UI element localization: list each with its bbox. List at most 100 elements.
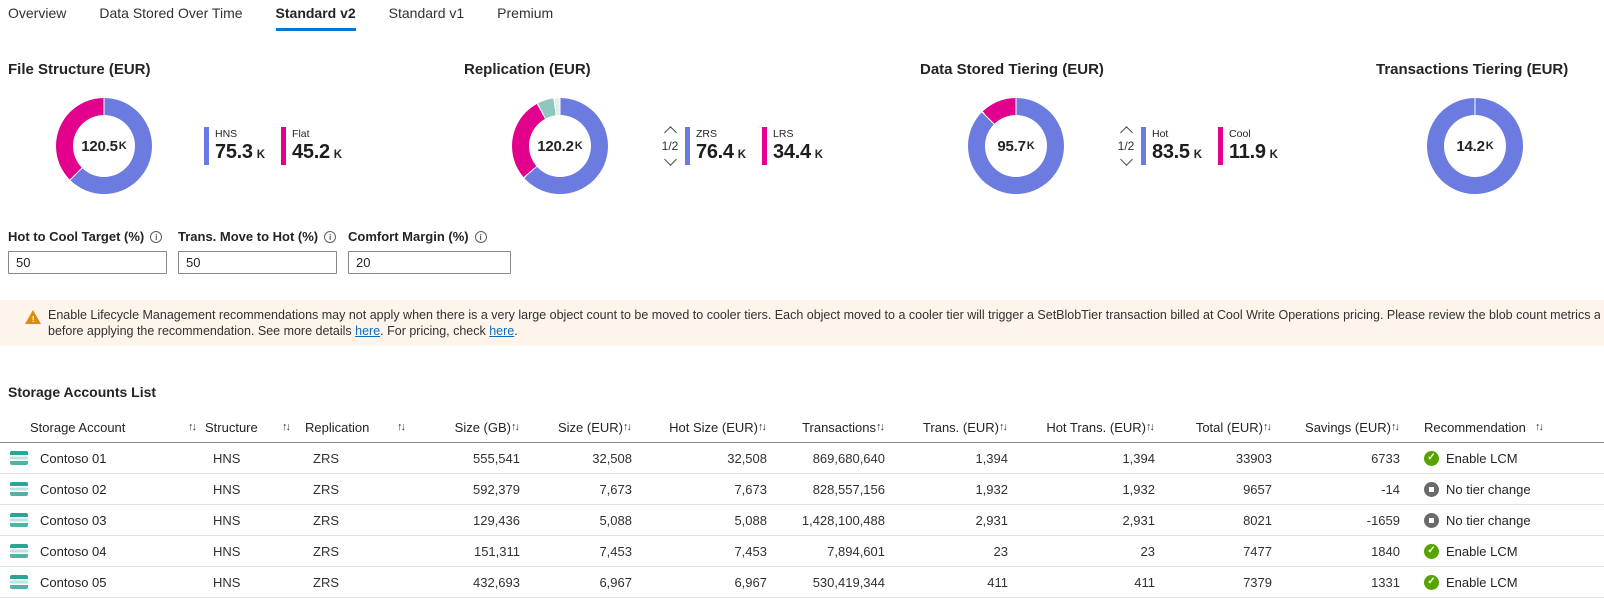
cell-structure: HNS bbox=[213, 450, 241, 466]
legend-item[interactable]: HNS 75.3 K bbox=[204, 127, 265, 165]
legend-label: HNS bbox=[215, 128, 238, 140]
cell-trans-eur: 23 bbox=[993, 543, 1008, 559]
warning-line-1: Enable Lifecycle Management recommendati… bbox=[48, 308, 1600, 322]
storage-account-icon bbox=[10, 513, 28, 527]
storage-account-icon bbox=[10, 575, 28, 589]
col-header-total-eur[interactable]: Total (EUR) ↑↓ bbox=[1195, 419, 1272, 435]
legend-label: LRS bbox=[773, 128, 794, 140]
cell-hot-trans-eur: 23 bbox=[1140, 543, 1155, 559]
col-header-size-eur[interactable]: Size (EUR) ↑↓ bbox=[557, 419, 632, 435]
legend-color-bar bbox=[204, 127, 209, 165]
legend-label: ZRS bbox=[696, 128, 717, 140]
tab-overview[interactable]: Overview bbox=[8, 5, 67, 21]
col-header-storage-account[interactable]: Storage Account ↑↓ bbox=[30, 419, 197, 435]
col-header-replication[interactable]: Replication ↑↓ bbox=[305, 419, 406, 435]
donut-chart-replication[interactable]: 120.2 K bbox=[512, 98, 608, 194]
legend-item[interactable]: Hot 83.5 K bbox=[1141, 127, 1202, 165]
sort-icon: ↑↓ bbox=[188, 421, 197, 433]
col-header-hot-size-eur[interactable]: Hot Size (EUR) ↑↓ bbox=[669, 419, 767, 435]
table-row[interactable]: Contoso 01 HNS ZRS 555,541 32,508 32,508… bbox=[0, 443, 1604, 474]
legend-pagination: 1/2 bbox=[658, 124, 682, 168]
legend-page-up-icon[interactable] bbox=[1119, 126, 1133, 139]
legend-page-up-icon[interactable] bbox=[663, 126, 677, 139]
cell-trans-eur: 1,932 bbox=[975, 481, 1008, 497]
legend-item[interactable]: LRS 34.4 K bbox=[762, 127, 823, 165]
info-icon[interactable]: i bbox=[324, 231, 337, 243]
donut-chart-transactions-tiering[interactable]: 14.2 K bbox=[1427, 98, 1523, 194]
donut-total: 95.7 bbox=[997, 137, 1026, 155]
chart-legend: Hot 83.5 K Cool 11.9 K bbox=[1141, 127, 1278, 165]
col-header-structure[interactable]: Structure ↑↓ bbox=[205, 419, 291, 435]
cell-replication: ZRS bbox=[313, 543, 339, 559]
cell-savings-eur: -14 bbox=[1381, 481, 1400, 497]
warning-text: Enable Lifecycle Management recommendati… bbox=[48, 308, 1600, 339]
legend-page-down-icon[interactable] bbox=[663, 153, 677, 166]
cell-structure: HNS bbox=[213, 481, 241, 497]
recommendation-icon bbox=[1424, 481, 1439, 497]
table-row[interactable]: Contoso 02 HNS ZRS 592,379 7,673 7,673 8… bbox=[0, 474, 1604, 505]
info-icon[interactable]: i bbox=[150, 231, 163, 243]
trans-move-to-hot-input[interactable] bbox=[178, 251, 337, 274]
chart-title: File Structure (EUR) bbox=[8, 61, 151, 78]
cell-transactions: 1,428,100,488 bbox=[801, 512, 885, 528]
storage-account-icon bbox=[10, 544, 28, 558]
table-row[interactable]: Contoso 05 HNS ZRS 432,693 6,967 6,967 5… bbox=[0, 567, 1604, 598]
cell-savings-eur: 1331 bbox=[1371, 574, 1400, 590]
cell-hot-trans-eur: 1,932 bbox=[1122, 481, 1155, 497]
legend-pagination: 1/2 bbox=[1114, 124, 1138, 168]
donut-center: 14.2 K bbox=[1444, 115, 1506, 177]
col-header-size-gb[interactable]: Size (GB) ↑↓ bbox=[454, 419, 520, 435]
tab-data-stored-over-time[interactable]: Data Stored Over Time bbox=[99, 5, 243, 21]
chart-title: Replication (EUR) bbox=[464, 61, 591, 78]
sort-icon: ↑↓ bbox=[999, 421, 1008, 433]
tab-standard-v1[interactable]: Standard v1 bbox=[388, 5, 465, 21]
col-header-recommendation[interactable]: Recommendation ↑↓ bbox=[1424, 419, 1544, 435]
storage-accounts-list-title: Storage Accounts List bbox=[8, 384, 157, 400]
col-header-hot-trans-eur[interactable]: Hot Trans. (EUR) ↑↓ bbox=[1046, 419, 1155, 435]
legend-value-unit: K bbox=[1269, 149, 1278, 161]
cell-trans-eur: 2,931 bbox=[975, 512, 1008, 528]
hot-to-cool-target-input[interactable] bbox=[8, 251, 167, 274]
cell-transactions: 7,894,601 bbox=[827, 543, 885, 559]
cell-replication: ZRS bbox=[313, 512, 339, 528]
donut-total-unit: K bbox=[574, 140, 583, 152]
table-row[interactable]: Contoso 03 HNS ZRS 129,436 5,088 5,088 1… bbox=[0, 505, 1604, 536]
donut-chart-data-stored-tiering[interactable]: 95.7 K bbox=[968, 98, 1064, 194]
comfort-margin-input[interactable] bbox=[348, 251, 511, 274]
cell-hot-size-eur: 5,088 bbox=[734, 512, 767, 528]
legend-label: Cool bbox=[1229, 128, 1251, 140]
legend-item[interactable]: Cool 11.9 K bbox=[1218, 127, 1278, 165]
recommendation-icon bbox=[1424, 512, 1439, 528]
cell-replication: ZRS bbox=[313, 450, 339, 466]
table-body: Contoso 01 HNS ZRS 555,541 32,508 32,508… bbox=[0, 443, 1604, 598]
table-row[interactable]: Contoso 04 HNS ZRS 151,311 7,453 7,453 7… bbox=[0, 536, 1604, 567]
col-header-trans-eur[interactable]: Trans. (EUR) ↑↓ bbox=[922, 419, 1008, 435]
donut-center: 120.2 K bbox=[529, 115, 591, 177]
recommendation-icon bbox=[1424, 574, 1439, 590]
sort-icon: ↑↓ bbox=[397, 421, 406, 433]
tab-premium[interactable]: Premium bbox=[497, 5, 554, 21]
legend-item[interactable]: ZRS 76.4 K bbox=[685, 127, 746, 165]
sort-icon: ↑↓ bbox=[1391, 421, 1400, 433]
cell-size-gb: 151,311 bbox=[473, 543, 520, 559]
pricing-link[interactable]: here bbox=[489, 323, 515, 338]
sort-icon: ↑↓ bbox=[758, 421, 767, 433]
legend-page-down-icon[interactable] bbox=[1119, 153, 1133, 166]
col-header-savings-eur[interactable]: Savings (EUR) ↑↓ bbox=[1305, 419, 1400, 435]
chart-replication: Replication (EUR) 120.2 K 1/2 ZRS 76.4 K L… bbox=[464, 60, 823, 194]
cell-size-eur: 32,508 bbox=[592, 450, 632, 466]
tab-standard-v2[interactable]: Standard v2 bbox=[275, 5, 356, 31]
info-icon[interactable]: i bbox=[474, 231, 487, 243]
donut-chart-file-structure[interactable]: 120.5 K bbox=[56, 98, 152, 194]
col-header-transactions[interactable]: Transactions ↑↓ bbox=[802, 419, 885, 435]
legend-color-bar bbox=[762, 127, 768, 165]
sort-icon: ↑↓ bbox=[1146, 421, 1155, 433]
cell-hot-trans-eur: 2,931 bbox=[1122, 512, 1155, 528]
donut-total: 120.2 bbox=[537, 137, 574, 155]
legend-item[interactable]: Flat 45.2 K bbox=[281, 127, 342, 165]
recommendation-label: Enable LCM bbox=[1446, 543, 1518, 559]
storage-account-name: Contoso 02 bbox=[40, 481, 107, 497]
details-link[interactable]: here bbox=[355, 323, 381, 338]
cell-hot-size-eur: 6,967 bbox=[734, 574, 767, 590]
legend-value-unit: K bbox=[1193, 149, 1203, 161]
